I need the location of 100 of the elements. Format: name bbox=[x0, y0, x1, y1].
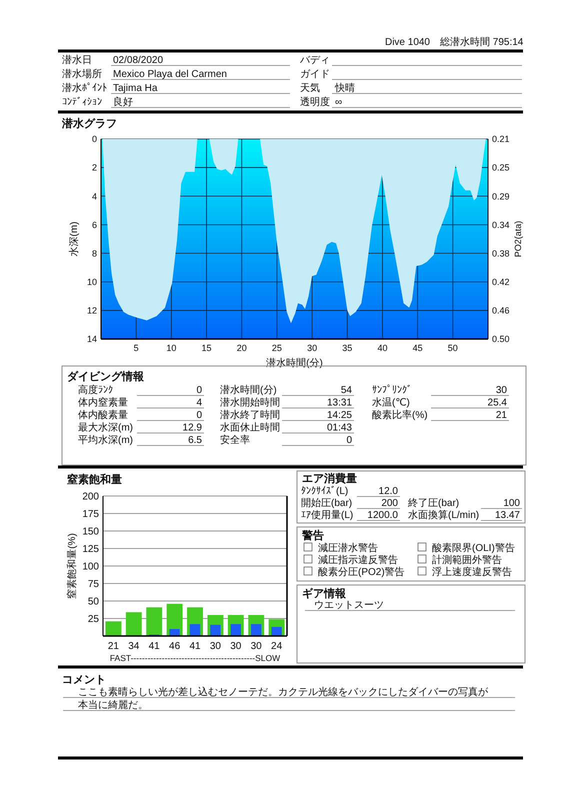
x-tick-label: 24 bbox=[271, 641, 283, 652]
x-tick-label: 35 bbox=[342, 343, 352, 353]
text: 12.9 bbox=[182, 422, 202, 434]
x-tick-label: 30 bbox=[210, 641, 222, 652]
category-label: ﾀﾝｸｻｲｽﾞ(L) bbox=[301, 485, 348, 497]
x-axis-title: FAST--------------------------------------------SLOW bbox=[110, 653, 280, 663]
y-tick-label: 200 bbox=[82, 492, 100, 502]
text: 4 bbox=[196, 398, 202, 408]
text: ここも素晴らしい光が差し込むセノーテだ。カクテル光線をバックにしたダイバーの写真が bbox=[78, 686, 489, 698]
x-tick-label: 10 bbox=[166, 343, 176, 353]
y2-tick-label: 0.29 bbox=[492, 191, 510, 202]
category-label: ｴｱ使用量(L) bbox=[301, 510, 354, 521]
bar bbox=[146, 607, 162, 636]
x-tick-label: 5 bbox=[134, 343, 139, 353]
y-tick-label: 150 bbox=[82, 526, 100, 538]
category-label: 潜水ﾎﾟｲﾝﾄ bbox=[62, 82, 107, 94]
x-tick-label: 15 bbox=[202, 343, 212, 353]
text: 本当に綺麗だ。 bbox=[78, 699, 148, 711]
text: 0 bbox=[346, 435, 352, 446]
category-label: 水面休止時間 bbox=[220, 422, 280, 434]
category-label: 開始圧(bar) bbox=[301, 498, 352, 509]
y2-tick-label: 0.50 bbox=[492, 334, 510, 344]
text: 25.4 bbox=[488, 398, 507, 408]
text: ∞ bbox=[335, 97, 342, 108]
y-axis-title: 窒素飽和量(%) bbox=[66, 533, 78, 599]
category-label: ガイド bbox=[300, 69, 330, 80]
y-tick-label: 8 bbox=[92, 248, 97, 258]
x-tick-label: 25 bbox=[272, 343, 282, 353]
y-tick-label: 100 bbox=[82, 562, 100, 572]
text: 12.0 bbox=[378, 486, 398, 497]
bar bbox=[210, 624, 221, 636]
category-label: 浮上速度違反警告 bbox=[432, 566, 512, 578]
category-label: 体内窒素量 bbox=[78, 396, 128, 408]
text: 1200.0 bbox=[367, 510, 398, 521]
text: 54 bbox=[340, 385, 352, 396]
text: Mexico Playa del Carmen bbox=[113, 69, 227, 80]
x-tick-label: 21 bbox=[108, 641, 120, 652]
category-label: ｻﾝﾌﾟﾘﾝｸﾞ bbox=[372, 384, 412, 396]
bar bbox=[190, 624, 200, 636]
x-tick-label: 46 bbox=[169, 641, 181, 652]
x-tick-label: 30 bbox=[307, 343, 318, 353]
text: 21 bbox=[496, 410, 507, 421]
y-tick-label: 10 bbox=[86, 277, 97, 288]
category-label: 酸素限界(OLI)警告 bbox=[432, 542, 515, 554]
bar bbox=[169, 629, 180, 636]
category-label: 潜水日 bbox=[62, 54, 92, 66]
text: Dive 1040 bbox=[384, 37, 430, 48]
x-tick-label: 34 bbox=[128, 641, 140, 652]
bar bbox=[271, 626, 282, 636]
category-label: 潜水開始時間 bbox=[220, 396, 280, 408]
category-label: 終了圧(bar) bbox=[407, 497, 460, 509]
y-tick-label: 125 bbox=[82, 544, 100, 555]
x-tick-label: 41 bbox=[148, 641, 160, 652]
text: 警告 bbox=[301, 529, 324, 542]
text: 快晴 bbox=[335, 83, 355, 94]
category-label: 酸素分圧(PO2)警告 bbox=[318, 566, 405, 578]
x-tick-label: 41 bbox=[189, 641, 201, 652]
y-tick-label: 14 bbox=[86, 334, 97, 344]
text: 13:31 bbox=[326, 398, 352, 408]
text: コメント bbox=[62, 674, 106, 686]
text: 6.5 bbox=[188, 435, 202, 446]
y2-axis-title: PO2(ata) bbox=[513, 220, 523, 258]
y2-tick-label: 0.21 bbox=[492, 134, 510, 144]
text: ギア情報 bbox=[302, 587, 347, 600]
category-label: 安全率 bbox=[220, 434, 250, 446]
y-tick-label: 12 bbox=[86, 306, 97, 316]
category-label: 水温(℃) bbox=[372, 396, 410, 408]
text: Tajima Ha bbox=[113, 83, 158, 94]
y2-tick-label: 0.38 bbox=[492, 248, 510, 258]
y-tick-label: 4 bbox=[92, 191, 97, 202]
category-label: 平均水深(m) bbox=[78, 434, 133, 446]
x-tick-label: 30 bbox=[230, 641, 242, 652]
y2-tick-label: 0.42 bbox=[492, 277, 510, 288]
text: ダイビング情報 bbox=[67, 370, 145, 383]
x-tick-label: 50 bbox=[448, 343, 458, 353]
text: 100 bbox=[503, 498, 520, 509]
y2-tick-label: 0.46 bbox=[492, 306, 510, 316]
text: 02/08/2020 bbox=[113, 55, 164, 66]
category-label: 最大水深(m) bbox=[78, 422, 133, 434]
category-label: 潜水場所 bbox=[62, 68, 102, 80]
y-tick-label: 6 bbox=[92, 220, 97, 230]
y-tick-label: 75 bbox=[88, 579, 100, 590]
y-tick-label: 50 bbox=[88, 596, 100, 608]
category-label: 計測範囲外警告 bbox=[432, 554, 502, 566]
category-label: 潜水終了時間 bbox=[220, 409, 280, 421]
y2-tick-label: 0.25 bbox=[492, 162, 510, 173]
text: 14:25 bbox=[326, 410, 352, 421]
chart-title: 窒素飽和量 bbox=[67, 473, 122, 486]
category-label: 高度ﾗﾝｸ bbox=[78, 384, 113, 396]
bar bbox=[251, 624, 262, 636]
text: 30 bbox=[496, 385, 507, 396]
y-tick-label: 2 bbox=[92, 162, 97, 173]
category-label: バディ bbox=[299, 55, 330, 66]
category-label: 減圧潜水警告 bbox=[318, 542, 378, 554]
text: エア消費量 bbox=[302, 472, 357, 485]
category-label: 潜水時間(分) bbox=[220, 384, 277, 396]
category-label: ｺﾝﾃﾞｨｼｮﾝ bbox=[62, 96, 102, 108]
bar bbox=[126, 612, 142, 636]
y2-tick-label: 0.34 bbox=[492, 220, 510, 230]
x-tick-label: 40 bbox=[377, 343, 388, 353]
